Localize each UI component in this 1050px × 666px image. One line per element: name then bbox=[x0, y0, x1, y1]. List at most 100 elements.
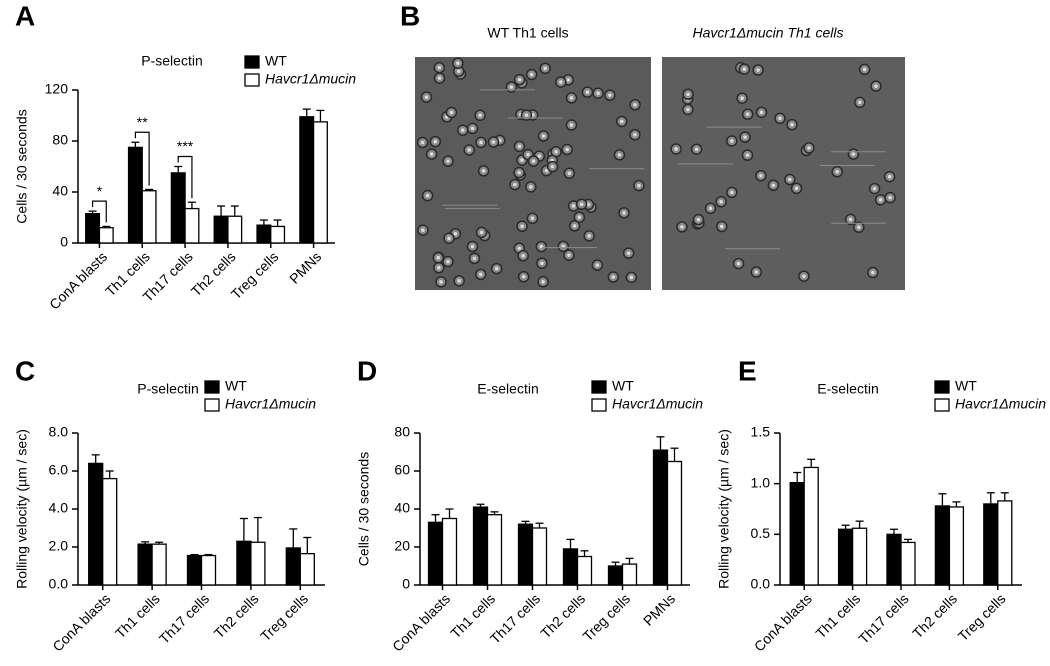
x-tick-label: Th2 cells bbox=[211, 590, 262, 641]
cell-core bbox=[586, 202, 591, 207]
bar bbox=[250, 541, 266, 586]
y-tick-label: 20 bbox=[394, 538, 410, 554]
x-tick-label: ConA blasts bbox=[46, 248, 110, 312]
y-tick-label: 1.5 bbox=[751, 424, 771, 440]
cell-core bbox=[517, 246, 522, 251]
legend-swatch bbox=[204, 398, 220, 412]
cell-core bbox=[742, 67, 747, 71]
cell-core bbox=[617, 153, 622, 157]
cell-core bbox=[517, 77, 522, 82]
significance-label: ** bbox=[137, 114, 148, 130]
cell-core bbox=[421, 228, 425, 232]
bar bbox=[576, 555, 593, 586]
bar bbox=[789, 482, 805, 586]
cell-core bbox=[550, 164, 555, 169]
bar bbox=[151, 543, 167, 586]
cell-core bbox=[794, 186, 799, 191]
cell-core bbox=[807, 146, 811, 150]
cell-core bbox=[470, 126, 475, 131]
cell-core bbox=[566, 78, 571, 82]
cell-core bbox=[626, 251, 631, 255]
bar bbox=[256, 224, 272, 244]
x-tick-label: ConA blasts bbox=[751, 590, 815, 654]
cell-core bbox=[740, 96, 744, 101]
y-tick-label: 80 bbox=[52, 132, 68, 148]
cell-core bbox=[437, 265, 441, 270]
legend-swatch bbox=[591, 398, 607, 412]
x-tick-label: Treg cells bbox=[955, 590, 1009, 644]
bar bbox=[562, 548, 579, 586]
significance-bracket bbox=[134, 131, 150, 186]
micrograph bbox=[415, 57, 651, 290]
bar bbox=[486, 514, 503, 586]
x-tick-label: PMNs bbox=[286, 248, 324, 286]
bar bbox=[186, 554, 203, 586]
cell-core bbox=[494, 266, 499, 271]
y-tick-label: 40 bbox=[52, 183, 68, 199]
x-tick-label: ConA blasts bbox=[389, 590, 453, 654]
legend-label: Havcr1Δmucin bbox=[955, 396, 1046, 412]
cell-core bbox=[425, 193, 430, 198]
cell-core bbox=[637, 183, 641, 188]
cell-core bbox=[871, 270, 875, 275]
cell-core bbox=[569, 96, 574, 100]
cell-core bbox=[745, 153, 750, 157]
cell-core bbox=[520, 158, 524, 162]
cell-core bbox=[778, 116, 782, 121]
panel-label: E bbox=[738, 355, 757, 386]
cell-core bbox=[478, 272, 483, 277]
cell-core bbox=[571, 204, 576, 208]
y-tick-label: 0.5 bbox=[751, 525, 771, 541]
bar bbox=[803, 466, 819, 586]
cell-core bbox=[531, 159, 536, 163]
cell-core bbox=[481, 169, 486, 173]
bar bbox=[983, 503, 999, 586]
bar bbox=[837, 528, 854, 586]
cell-dots bbox=[416, 57, 896, 288]
legend-label: WT bbox=[225, 378, 247, 394]
cell-core bbox=[771, 183, 776, 188]
micrograph bbox=[662, 57, 905, 290]
cell-core bbox=[874, 84, 878, 88]
legend-swatch bbox=[204, 380, 220, 394]
cell-core bbox=[447, 236, 451, 241]
cell-core bbox=[554, 149, 558, 154]
legend-label: WT bbox=[955, 378, 977, 394]
bar bbox=[270, 225, 286, 244]
legend-label: WT bbox=[265, 53, 287, 69]
cell-core bbox=[436, 255, 441, 260]
cell-core bbox=[743, 135, 747, 139]
significance-label: * bbox=[97, 183, 103, 199]
bar bbox=[851, 527, 868, 586]
cell-core bbox=[520, 224, 524, 229]
cell-core bbox=[802, 274, 806, 279]
legend-label: Havcr1Δmucin bbox=[612, 396, 703, 412]
cell-core bbox=[437, 65, 442, 70]
bar bbox=[213, 215, 229, 244]
cell-core bbox=[541, 279, 545, 284]
cell-core bbox=[759, 110, 764, 115]
cell-core bbox=[517, 144, 522, 149]
cell-core bbox=[633, 133, 637, 137]
cell-core bbox=[745, 112, 750, 117]
significance-label: *** bbox=[177, 138, 194, 154]
cell-core bbox=[541, 134, 546, 138]
chart-title: E-selectin bbox=[817, 381, 878, 397]
cell-core bbox=[878, 198, 883, 202]
cell-core bbox=[526, 152, 530, 157]
cell-core bbox=[491, 140, 496, 144]
cell-core bbox=[754, 270, 759, 274]
panel-label: A bbox=[15, 0, 35, 31]
cell-core bbox=[835, 169, 839, 174]
x-tick-label: Treg cells bbox=[228, 248, 282, 302]
legend-label: WT bbox=[612, 378, 634, 394]
y-tick-label: 40 bbox=[394, 500, 410, 516]
image-title: WT Th1 cells bbox=[487, 25, 568, 41]
cell-core bbox=[686, 107, 690, 112]
chart-title: P-selectin bbox=[137, 381, 198, 397]
cell-core bbox=[888, 195, 892, 200]
cell-core bbox=[887, 174, 892, 179]
cell-core bbox=[517, 170, 521, 175]
bar bbox=[299, 116, 315, 244]
